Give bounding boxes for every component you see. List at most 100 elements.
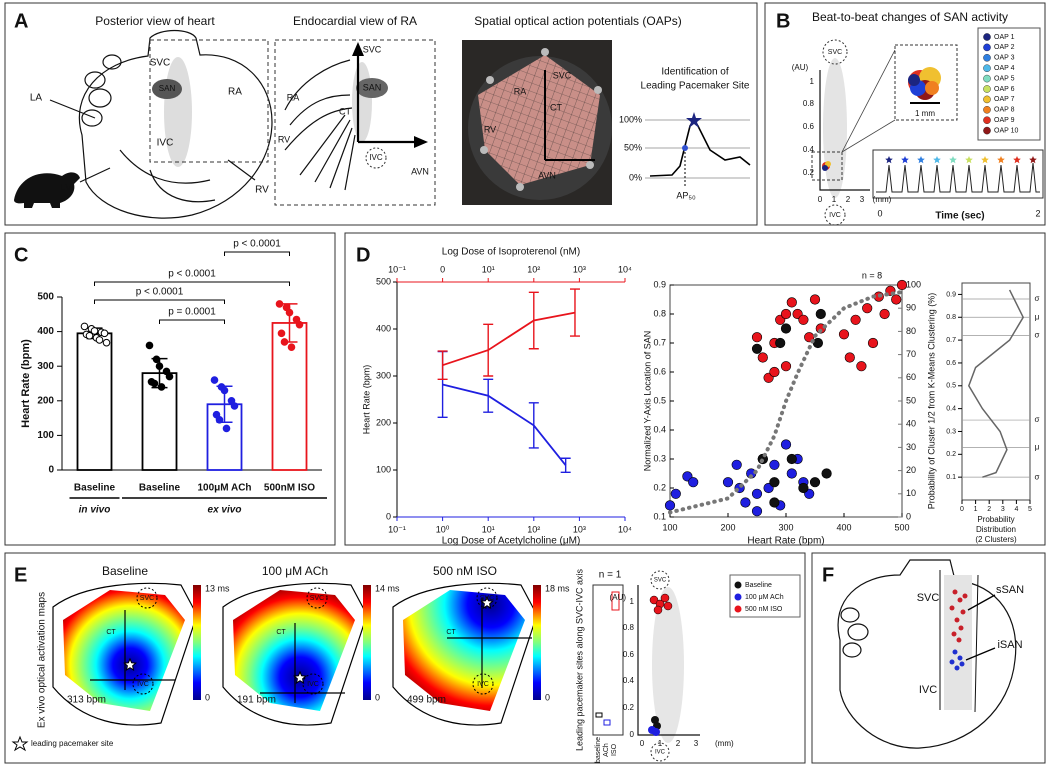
pacemaker-plot <box>645 112 751 186</box>
axis-label: Distribution <box>976 525 1016 534</box>
data-point <box>90 327 99 335</box>
star <box>480 595 494 609</box>
axis-label: Normalized Y-Axis Location of SAN <box>642 331 652 472</box>
label: 0.8 <box>623 623 635 632</box>
data-point <box>862 303 873 314</box>
label: 2 <box>846 195 851 204</box>
panel-label: D <box>356 244 370 266</box>
y2-tick-label: 40 <box>906 419 916 429</box>
error-bar <box>528 402 539 449</box>
y-tick-label: 400 <box>376 323 391 333</box>
star <box>933 156 941 164</box>
legend-label: 100 μM ACh <box>745 594 784 601</box>
data-point <box>155 362 164 371</box>
data-point <box>222 424 231 433</box>
label: 14 ms <box>375 583 400 593</box>
y-tick-label: 0.7 <box>653 337 666 347</box>
label: baseline <box>595 737 602 763</box>
panel-label: C <box>14 244 28 266</box>
series-line <box>442 383 567 466</box>
ivc-circle <box>132 673 154 695</box>
panel-frame <box>4 552 806 764</box>
legend-label: OAP 9 <box>994 117 1015 124</box>
label: 2 <box>1035 208 1040 218</box>
panel-title: Endocardial view of RA <box>293 14 417 28</box>
annotation: p < 0.0001 <box>233 239 281 250</box>
reference-label: μ <box>1035 443 1040 452</box>
data-point <box>850 314 861 325</box>
y-tick-label: 0.3 <box>653 453 666 463</box>
series-line <box>967 289 1025 478</box>
legend-label: OAP 8 <box>994 107 1015 114</box>
legend-swatch <box>983 85 991 93</box>
star <box>1013 156 1021 164</box>
data-point <box>285 308 294 317</box>
data-point <box>867 337 879 349</box>
label: SVC <box>480 595 494 602</box>
label: 1 <box>810 77 815 86</box>
star <box>885 156 893 164</box>
data-point <box>786 468 797 479</box>
y2-tick-label: 50 <box>906 395 916 405</box>
error-bar <box>483 323 494 377</box>
data-point <box>210 376 219 384</box>
x-tick-label: 4 <box>1014 506 1018 513</box>
data-point <box>277 329 286 338</box>
x-tick-label: 100 <box>662 522 677 532</box>
label: 0 <box>205 692 210 702</box>
map-title: Baseline <box>102 564 148 578</box>
error-bar <box>560 457 571 474</box>
data-point <box>165 372 174 381</box>
colorbar <box>193 585 201 700</box>
fit-curve <box>668 290 904 515</box>
legend-swatch <box>983 33 991 41</box>
reference-label: σ <box>1035 294 1040 303</box>
label: 0 <box>640 739 645 748</box>
label: 100% <box>619 114 642 124</box>
data-point <box>751 343 763 354</box>
data-point <box>757 352 768 363</box>
data-point <box>856 361 867 372</box>
atrium-outline <box>222 582 368 726</box>
label: RV <box>484 124 496 134</box>
label: n = 1 <box>599 570 622 581</box>
data-point <box>740 497 751 508</box>
data-point <box>798 482 809 494</box>
x-tick-label: 300 <box>778 522 793 532</box>
y2-tick-label: 80 <box>906 326 916 336</box>
ivc-circle <box>302 673 324 695</box>
y2-tick-label: 20 <box>906 465 916 475</box>
x2-tick-label: 10¹ <box>482 264 495 274</box>
label: 0.4 <box>623 676 635 685</box>
axis-label: Probability <box>977 515 1014 524</box>
y-tick-label: 0.4 <box>653 424 666 434</box>
y-tick-label: 0.4 <box>946 405 956 412</box>
legend-label: 500 nM ISO <box>745 606 783 613</box>
x-tick-label: 10¹ <box>482 524 495 534</box>
data-point <box>891 294 902 305</box>
legend-label: OAP 1 <box>994 34 1015 41</box>
star <box>997 156 1005 164</box>
panel-frame <box>344 232 1046 546</box>
panel-label: F <box>822 564 834 586</box>
y2-tick-label: 0 <box>906 511 911 521</box>
data-point <box>879 308 890 320</box>
label: SVC <box>828 49 842 56</box>
panel-label: E <box>14 564 27 586</box>
x-tick-label: Baseline <box>139 483 181 494</box>
label: (AU) <box>610 593 627 602</box>
label: SVC <box>363 44 382 54</box>
y-tick-label: 300 <box>376 370 391 380</box>
label: IVC <box>307 681 319 688</box>
data-point <box>80 322 89 331</box>
data-point <box>280 338 289 346</box>
label: 0.6 <box>623 650 635 659</box>
annotation: p < 0.0001 <box>136 287 184 298</box>
label: AVN <box>411 166 429 176</box>
y-tick-label: 200 <box>37 395 54 406</box>
panel-frame <box>4 2 758 226</box>
y-tick-label: 0.2 <box>946 451 956 458</box>
y-tick-label: 0.1 <box>653 511 666 521</box>
legend-swatch <box>983 95 991 104</box>
